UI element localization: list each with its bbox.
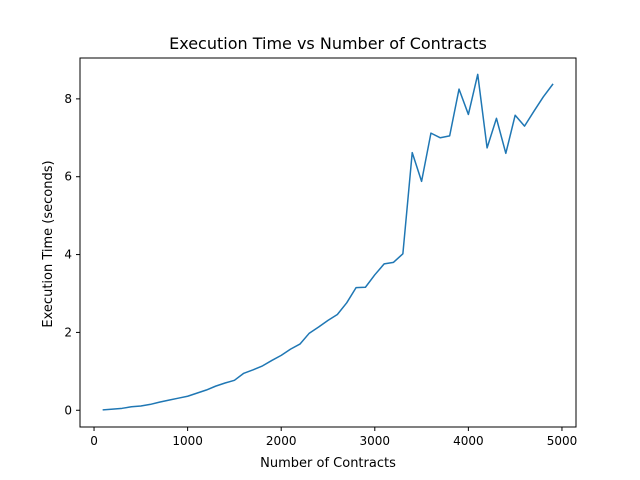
x-tick-label: 4000 [453, 434, 484, 448]
x-tick-label: 1000 [172, 434, 203, 448]
y-tick-label: 6 [64, 170, 72, 184]
x-tick-label: 5000 [547, 434, 578, 448]
x-tick-label: 0 [90, 434, 98, 448]
series-line-1 [102, 73, 554, 411]
y-tick-label: 4 [64, 248, 72, 262]
y-tick-label: 0 [64, 403, 72, 417]
y-tick-label: 8 [64, 92, 72, 106]
y-tick-label: 2 [64, 325, 72, 339]
x-tick-label: 3000 [360, 434, 391, 448]
x-tick-label: 2000 [266, 434, 297, 448]
chart-title: Execution Time vs Number of Contracts [169, 34, 487, 53]
y-axis-label: Execution Time (seconds) [41, 160, 56, 327]
plot-area: 0 1000 2000 3000 4000 5000 0 2 4 6 8 [64, 57, 578, 448]
x-axis-label: Number of Contracts [260, 456, 396, 471]
plot-frame [79, 57, 577, 428]
